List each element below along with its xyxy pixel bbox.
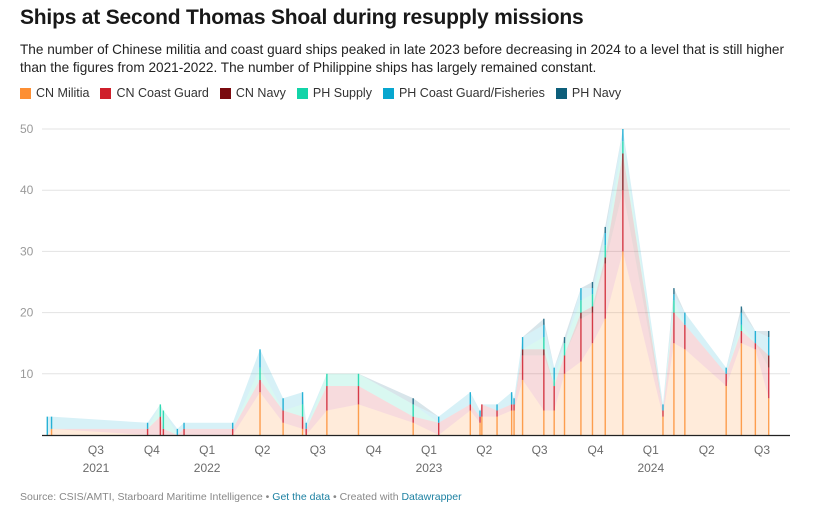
legend-swatch — [219, 87, 231, 99]
legend-swatch — [555, 87, 567, 99]
legend-label: CN Militia — [36, 86, 90, 100]
legend-item-cn-navy: CN Navy — [219, 86, 286, 100]
x-tick-label: Q3 — [88, 443, 104, 457]
series-areas — [47, 129, 769, 435]
legend: CN Militia CN Coast Guard CN Navy PH Sup… — [20, 86, 632, 100]
x-axis: Q3 2021 Q4 Q1 2022 Q2 Q3 Q4 Q1 2023 Q2 Q3 Q4 Q1 2024 Q2… — [83, 443, 771, 475]
y-tick-label: 40 — [20, 183, 34, 197]
get-the-data-link[interactable]: Get the data — [272, 491, 331, 503]
x-tick-label: Q1 — [199, 443, 215, 457]
x-tick-label: Q4 — [366, 443, 382, 457]
y-tick-label: 10 — [20, 367, 34, 381]
legend-label: CN Navy — [235, 86, 286, 100]
datawrapper-link[interactable]: Datawrapper — [401, 491, 462, 503]
x-tick-label: Q3 — [532, 443, 548, 457]
y-tick-label: 50 — [20, 122, 34, 136]
area-ph-coast-guard-fisheries — [47, 129, 769, 435]
legend-label: CN Coast Guard — [116, 86, 209, 100]
x-tick-year: 2023 — [416, 461, 443, 475]
created-with-text: Created with — [339, 491, 402, 503]
area-ph-navy — [47, 129, 769, 429]
x-tick-label: Q2 — [254, 443, 270, 457]
legend-label: PH Coast Guard/Fisheries — [398, 86, 545, 100]
source-text: Source: CSIS/AMTI, Starboard Maritime In… — [20, 491, 263, 503]
legend-label: PH Supply — [312, 86, 372, 100]
mission-spikes — [46, 129, 770, 435]
x-tick-year: 2024 — [637, 461, 664, 475]
x-tick-label: Q2 — [699, 443, 715, 457]
legend-item-ph-supply: PH Supply — [296, 86, 372, 100]
x-tick-label: Q2 — [476, 443, 492, 457]
x-tick-label: Q3 — [754, 443, 770, 457]
x-tick-label: Q1 — [421, 443, 437, 457]
x-tick-label: Q1 — [643, 443, 659, 457]
x-tick-year: 2021 — [83, 461, 110, 475]
footer-separator: • — [330, 491, 340, 503]
legend-swatch — [100, 87, 112, 99]
legend-swatch — [20, 87, 31, 99]
x-tick-label: Q3 — [310, 443, 326, 457]
legend-item-cn-militia: CN Militia — [20, 86, 89, 100]
area-cn-militia — [47, 251, 769, 435]
y-tick-label: 30 — [20, 244, 34, 258]
footer: Source: CSIS/AMTI, Starboard Maritime In… — [20, 491, 462, 503]
legend-label: PH Navy — [571, 86, 622, 100]
footer-separator: • — [262, 491, 273, 503]
legend-swatch — [382, 87, 394, 99]
gridlines: 10 20 30 40 50 — [20, 122, 790, 381]
chart-subtitle: The number of Chinese militia and coast … — [20, 42, 784, 75]
legend-item-cn-coast-guard: CN Coast Guard — [100, 86, 209, 100]
legend-swatch — [296, 87, 308, 99]
x-tick-label: Q4 — [144, 443, 160, 457]
y-tick-label: 20 — [20, 306, 34, 320]
chart-title: Ships at Second Thomas Shoal during resu… — [20, 6, 584, 29]
x-tick-year: 2022 — [194, 461, 221, 475]
x-tick-label: Q4 — [588, 443, 604, 457]
legend-item-ph-coast-guard-fisheries: PH Coast Guard/Fisheries — [382, 86, 545, 100]
legend-item-ph-navy: PH Navy — [555, 86, 622, 100]
